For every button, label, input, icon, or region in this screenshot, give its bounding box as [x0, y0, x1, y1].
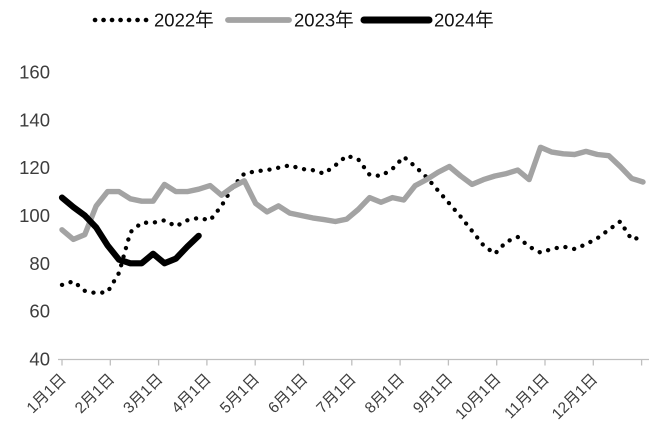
y-axis-label: 140 — [19, 109, 50, 130]
x-axis-label: 7月1日 — [313, 371, 359, 417]
series-line-2022 — [59, 153, 646, 296]
x-axis-label: 6月1日 — [265, 371, 311, 417]
y-axis-label: 120 — [19, 157, 50, 178]
x-axis-label: 1月1日 — [24, 371, 70, 417]
y-axis-label: 60 — [29, 301, 50, 322]
y-axis-label: 160 — [19, 62, 50, 83]
x-axis-label: 8月1日 — [362, 371, 408, 417]
y-axis-label: 100 — [19, 205, 50, 226]
x-axis-label: 11月1日 — [501, 371, 552, 422]
x-axis-label: 4月1日 — [169, 371, 215, 417]
x-axis-label: 5月1日 — [217, 371, 263, 417]
x-axis-label: 2月1日 — [72, 371, 118, 417]
series-line-2023 — [59, 144, 646, 243]
series-line-2024 — [58, 194, 202, 267]
legend-label: 2022年 — [154, 10, 214, 31]
x-axis-label: 12月1日 — [549, 371, 601, 423]
x-axis-label: 3月1日 — [120, 371, 166, 417]
legend-label: 2024年 — [434, 10, 494, 31]
y-axis-label: 80 — [29, 253, 50, 274]
x-axis-label: 10月1日 — [452, 371, 504, 423]
y-axis-label: 40 — [29, 349, 50, 370]
legend-label: 2023年 — [294, 10, 354, 31]
x-axis-label: 9月1日 — [410, 371, 456, 417]
